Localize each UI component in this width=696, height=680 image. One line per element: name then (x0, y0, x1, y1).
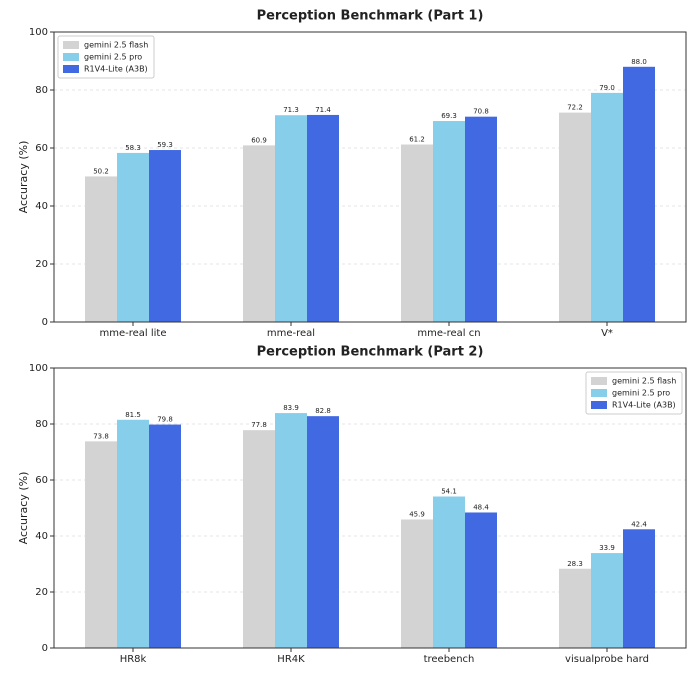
bar (275, 115, 307, 322)
legend-label: gemini 2.5 pro (612, 389, 670, 398)
bar (117, 152, 149, 322)
bar (275, 413, 307, 648)
value-label: 79.0 (599, 84, 615, 92)
value-label: 54.1 (441, 488, 457, 496)
value-label: 48.4 (473, 503, 489, 511)
legend-swatch (63, 53, 79, 61)
legend-swatch (591, 401, 607, 409)
legend-swatch (63, 65, 79, 73)
bar (401, 144, 433, 322)
value-label: 61.2 (409, 136, 425, 144)
y-tick-label: 100 (29, 363, 48, 374)
y-tick-label: 80 (35, 419, 48, 430)
y-tick-label: 20 (35, 587, 48, 598)
bar (243, 430, 275, 648)
legend-swatch (63, 41, 79, 49)
y-tick-label: 40 (35, 531, 48, 542)
y-tick-label: 40 (35, 201, 48, 212)
legend-label: gemini 2.5 flash (612, 377, 676, 386)
bar (85, 441, 117, 648)
bar (465, 116, 497, 323)
value-label: 82.8 (315, 407, 331, 415)
value-label: 81.5 (125, 411, 141, 419)
legend-label: gemini 2.5 pro (84, 53, 142, 62)
y-tick-label: 0 (42, 317, 48, 328)
bar (559, 568, 591, 648)
legend-label: R1V4-Lite (A3B) (612, 401, 676, 410)
value-label: 33.9 (599, 544, 615, 552)
y-tick-label: 60 (35, 475, 48, 486)
chart-title: Perception Benchmark (Part 1) (257, 9, 484, 24)
value-label: 72.2 (567, 104, 583, 112)
y-tick-label: 20 (35, 259, 48, 270)
value-label: 69.3 (441, 112, 457, 120)
legend-swatch (591, 377, 607, 385)
y-axis-label: Accuracy (%) (17, 141, 30, 214)
legend-swatch (591, 389, 607, 397)
x-tick-label: mme-real lite (99, 328, 166, 339)
y-axis-label: Accuracy (%) (17, 472, 30, 545)
y-tick-label: 60 (35, 143, 48, 154)
value-label: 73.8 (93, 432, 109, 440)
value-label: 59.3 (157, 141, 173, 149)
value-label: 71.3 (283, 106, 299, 114)
bar (149, 424, 181, 648)
bar (623, 66, 655, 322)
chart-title: Perception Benchmark (Part 2) (257, 345, 484, 360)
value-label: 79.8 (157, 416, 173, 424)
value-label: 88.0 (631, 58, 647, 66)
bar (433, 496, 465, 648)
bar (623, 529, 655, 648)
value-label: 70.8 (473, 108, 489, 116)
x-tick-label: V* (601, 328, 613, 339)
legend-label: R1V4-Lite (A3B) (84, 65, 148, 74)
bar (307, 416, 339, 648)
plot-frame (53, 31, 687, 323)
legend-box (585, 371, 683, 415)
bar (465, 512, 497, 648)
value-label: 45.9 (409, 510, 425, 518)
bar (149, 150, 181, 322)
value-label: 71.4 (315, 106, 331, 114)
bar (85, 176, 117, 322)
bar (591, 553, 623, 648)
value-label: 50.2 (93, 167, 109, 175)
bar (307, 114, 339, 322)
y-tick-label: 80 (35, 85, 48, 96)
bar (243, 145, 275, 322)
value-label: 58.3 (125, 144, 141, 152)
x-tick-label: HR8k (120, 654, 147, 665)
x-tick-label: visualprobe hard (565, 654, 649, 665)
x-tick-label: mme-real (267, 328, 315, 339)
value-label: 83.9 (283, 404, 299, 412)
y-tick-label: 0 (42, 643, 48, 654)
value-label: 42.4 (631, 520, 647, 528)
x-tick-label: HR4K (277, 654, 305, 665)
bar (117, 419, 149, 648)
plot-frame (53, 367, 687, 649)
bar (401, 519, 433, 648)
value-label: 77.8 (251, 421, 267, 429)
x-tick-label: treebench (424, 654, 475, 665)
y-tick-label: 100 (29, 27, 48, 38)
bar (591, 92, 623, 323)
legend-box (57, 35, 155, 79)
x-tick-label: mme-real cn (417, 328, 480, 339)
legend-label: gemini 2.5 flash (84, 41, 148, 50)
bar (559, 112, 591, 323)
value-label: 60.9 (251, 136, 267, 144)
bar (433, 121, 465, 322)
value-label: 28.3 (567, 560, 583, 568)
